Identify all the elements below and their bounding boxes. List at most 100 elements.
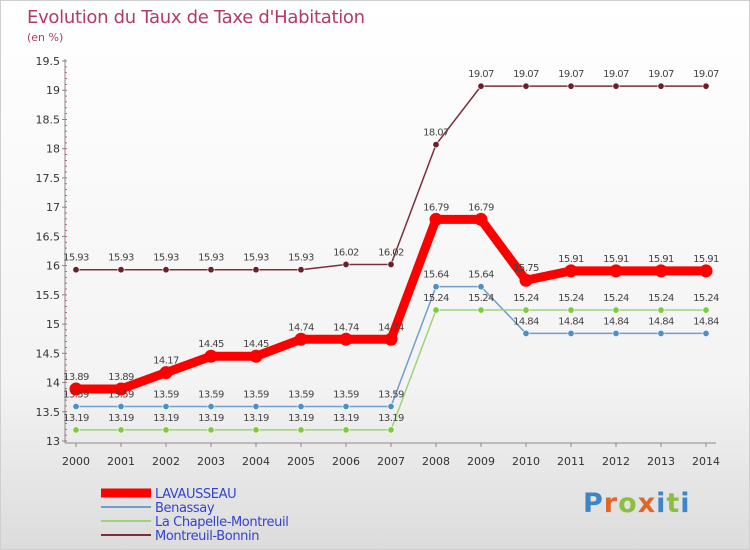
- data-point: [162, 403, 170, 411]
- y-tick-label: 18.5: [36, 113, 61, 126]
- logo-letter: t: [666, 488, 681, 519]
- data-point: [474, 212, 488, 226]
- data-label: 19.07: [468, 69, 494, 80]
- data-label: 16.02: [333, 247, 359, 258]
- data-label: 15.24: [468, 293, 494, 304]
- data-point: [207, 266, 215, 274]
- series-line: [76, 85, 706, 271]
- data-label: 15.91: [693, 254, 719, 265]
- data-label: 13.59: [63, 390, 89, 401]
- data-point: [162, 426, 170, 434]
- data-label: 15.24: [693, 293, 719, 304]
- logo-letter: i: [680, 488, 691, 519]
- data-label: 13.19: [198, 413, 224, 424]
- x-tick-label: 2010: [512, 455, 540, 468]
- data-label: 15.93: [243, 253, 269, 264]
- data-label: 15.24: [513, 293, 539, 304]
- data-point: [567, 329, 575, 337]
- data-point: [162, 266, 170, 274]
- data-point: [432, 306, 440, 314]
- data-point: [387, 260, 395, 268]
- data-point: [159, 366, 173, 380]
- data-point: [384, 332, 398, 346]
- data-label: 15.93: [108, 253, 134, 264]
- y-tick-label: 18: [46, 143, 60, 156]
- data-label: 13.19: [153, 413, 179, 424]
- data-label: 13.19: [378, 413, 404, 424]
- data-point: [699, 264, 713, 278]
- data-label: 13.59: [378, 390, 404, 401]
- data-point: [567, 82, 575, 90]
- data-point: [477, 306, 485, 314]
- data-point: [297, 426, 305, 434]
- logo-letter: i: [656, 488, 667, 519]
- data-point: [342, 260, 350, 268]
- data-point: [342, 426, 350, 434]
- legend-label: Benassay: [155, 501, 215, 516]
- y-tick-label: 17: [46, 201, 60, 214]
- data-label: 15.64: [423, 270, 449, 281]
- legend-label: Montreuil-Bonnin: [155, 529, 259, 544]
- data-label: 15.93: [198, 253, 224, 264]
- y-tick-label: 14.5: [36, 347, 61, 360]
- data-point: [522, 82, 530, 90]
- data-label: 14.84: [513, 316, 539, 327]
- data-label: 13.59: [198, 390, 224, 401]
- data-label: 16.79: [468, 202, 494, 213]
- data-label: 14.74: [288, 322, 314, 333]
- x-tick-label: 2013: [647, 455, 675, 468]
- data-point: [252, 426, 260, 434]
- data-label: 15.24: [558, 293, 584, 304]
- data-label: 13.19: [108, 413, 134, 424]
- data-point: [429, 212, 443, 226]
- data-point: [609, 264, 623, 278]
- data-point: [387, 403, 395, 411]
- x-tick-label: 2009: [467, 455, 495, 468]
- data-point: [72, 426, 80, 434]
- logo-letter: P: [583, 488, 604, 519]
- data-label: 15.24: [648, 293, 674, 304]
- y-tick-label: 13: [46, 435, 60, 448]
- data-point: [207, 403, 215, 411]
- y-tick-label: 13.5: [36, 406, 61, 419]
- data-point: [702, 329, 710, 337]
- data-label: 19.07: [648, 69, 674, 80]
- data-label: 19.07: [513, 69, 539, 80]
- data-label: 13.19: [243, 413, 269, 424]
- data-point: [114, 382, 128, 396]
- logo-letter: r: [603, 488, 619, 519]
- data-point: [342, 403, 350, 411]
- x-tick-label: 2006: [332, 455, 360, 468]
- data-point: [294, 332, 308, 346]
- data-label: 15.91: [558, 254, 584, 265]
- data-label: 14.84: [603, 316, 629, 327]
- data-point: [477, 283, 485, 291]
- x-tick-label: 2002: [152, 455, 180, 468]
- legend-label: LAVAUSSEAU: [155, 487, 236, 502]
- data-point: [204, 349, 218, 363]
- y-tick-label: 15: [46, 318, 60, 331]
- y-tick-label: 19: [46, 84, 60, 97]
- data-point: [69, 382, 83, 396]
- x-tick-label: 2012: [602, 455, 630, 468]
- data-label: 13.59: [153, 390, 179, 401]
- data-label: 13.19: [63, 413, 89, 424]
- data-label: 13.89: [108, 372, 134, 383]
- data-label: 14.74: [333, 322, 359, 333]
- data-point: [657, 306, 665, 314]
- logo-letter: x: [637, 488, 657, 519]
- data-point: [432, 141, 440, 149]
- data-point: [657, 82, 665, 90]
- data-label: 15.75: [513, 263, 539, 274]
- y-tick-label: 14: [46, 377, 60, 390]
- proxiti-logo: Proxiti: [583, 488, 691, 519]
- data-label: 14.17: [153, 356, 179, 367]
- data-label: 15.24: [603, 293, 629, 304]
- data-point: [387, 426, 395, 434]
- data-point: [252, 266, 260, 274]
- data-point: [117, 403, 125, 411]
- data-point: [654, 264, 668, 278]
- data-label: 16.79: [423, 202, 449, 213]
- data-point: [477, 82, 485, 90]
